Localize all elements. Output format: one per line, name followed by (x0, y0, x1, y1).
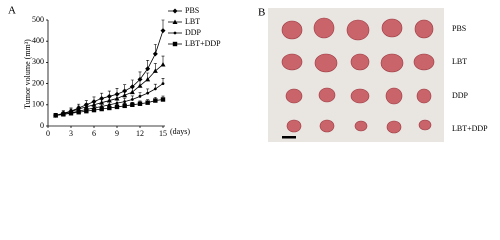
marker (130, 102, 135, 107)
marker (107, 105, 112, 111)
legend-label: PBS (185, 6, 199, 15)
marker (160, 97, 166, 102)
marker (68, 111, 74, 116)
scale-bar (282, 136, 296, 139)
figure: A Tumor volume (mm³) (days) B PBS LBT DD… (8, 5, 488, 142)
marker (122, 92, 128, 98)
x-tick-label: 0 (46, 129, 50, 138)
row-label: DDP (452, 91, 469, 100)
panel-label: A (8, 5, 16, 17)
row-label: LBT+DDP (452, 124, 488, 133)
marker (152, 51, 158, 57)
marker (122, 103, 127, 109)
marker (115, 101, 119, 105)
marker (53, 113, 58, 118)
marker (83, 104, 89, 109)
marker (173, 31, 177, 35)
marker (172, 41, 178, 47)
marker (84, 108, 89, 114)
marker (145, 100, 150, 105)
legend-label: LBT+DDP (185, 39, 221, 48)
marker (91, 107, 97, 113)
marker (114, 95, 120, 101)
marker (160, 62, 166, 67)
y-tick-label: 300 (32, 57, 44, 66)
y-tick-label: 500 (32, 15, 44, 24)
tumors (281, 17, 435, 134)
marker (107, 103, 111, 107)
x-tick-label: 12 (136, 129, 144, 138)
marker (138, 94, 142, 98)
y-tick-label: 200 (32, 78, 44, 87)
photo-panel (268, 8, 444, 142)
y-tick-label: 100 (32, 100, 44, 109)
marker (172, 19, 178, 24)
marker (172, 8, 178, 14)
marker (145, 66, 151, 72)
x-tick-label: 3 (69, 129, 73, 138)
marker (99, 106, 104, 112)
marker (137, 83, 143, 88)
x-tick-label: 9 (115, 129, 119, 138)
marker (153, 87, 157, 91)
marker (145, 76, 151, 82)
marker (114, 104, 120, 110)
row-label: PBS (452, 24, 466, 33)
legend-label: LBT (185, 17, 200, 26)
marker (76, 110, 81, 115)
x-axis-label: (days) (170, 127, 190, 136)
marker (161, 82, 165, 85)
marker (137, 76, 143, 82)
y-axis-label: Tumor volume (mm³) (23, 39, 32, 109)
legend-label: DDP (185, 28, 202, 37)
marker (123, 100, 127, 104)
marker (153, 98, 158, 103)
row-label: LBT (452, 57, 467, 66)
x-tick-label: 6 (92, 129, 96, 138)
marker (129, 89, 135, 95)
marker (160, 28, 166, 34)
marker (130, 98, 134, 101)
marker (61, 112, 66, 117)
panel-label: B (258, 7, 265, 19)
marker (146, 91, 150, 95)
y-tick-label: 0 (40, 121, 44, 130)
marker (137, 101, 143, 106)
marker (106, 98, 112, 103)
marker (152, 68, 158, 73)
y-tick-label: 400 (32, 36, 44, 45)
x-tick-label: 15 (159, 129, 167, 138)
